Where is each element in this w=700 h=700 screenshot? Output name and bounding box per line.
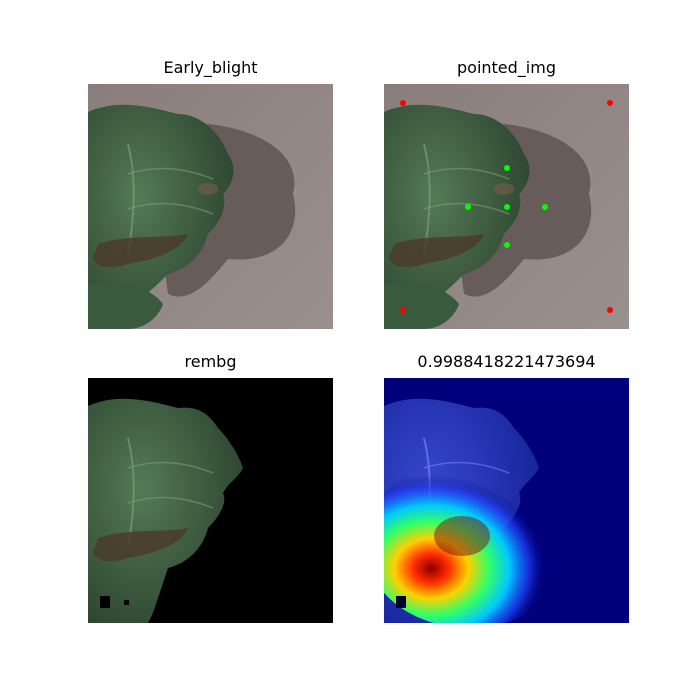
red-point (400, 307, 406, 313)
red-point (607, 307, 613, 313)
leaf-photo-with-points (384, 84, 629, 329)
green-point (504, 165, 510, 171)
leaf-background-removed (88, 378, 333, 623)
green-point (504, 204, 510, 210)
red-point (400, 100, 406, 106)
panel-title-rembg: rembg (184, 352, 237, 371)
red-point (607, 100, 613, 106)
green-point (542, 204, 548, 210)
leaf-photo (88, 84, 333, 329)
green-point (504, 242, 510, 248)
panel-title-pointed: pointed_img (457, 58, 556, 77)
green-point (465, 204, 471, 210)
panel-title-original: Early_blight (163, 58, 258, 77)
heatmap-overlay (384, 378, 629, 623)
panel-title-score: 0.9988418221473694 (417, 352, 596, 371)
